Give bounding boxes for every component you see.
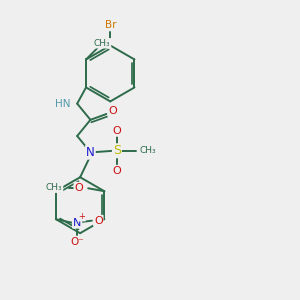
Text: O: O xyxy=(112,166,121,176)
Text: S: S xyxy=(113,144,121,157)
Text: CH₃: CH₃ xyxy=(94,39,110,48)
Text: O: O xyxy=(74,183,83,193)
Text: HN: HN xyxy=(55,99,71,109)
Text: O: O xyxy=(112,126,121,136)
Text: Br: Br xyxy=(104,20,116,31)
Text: CH₃: CH₃ xyxy=(46,183,63,192)
Text: O: O xyxy=(108,106,117,116)
Text: O⁻: O⁻ xyxy=(70,237,84,247)
Text: N: N xyxy=(86,146,95,159)
Text: +: + xyxy=(78,212,85,221)
Text: N: N xyxy=(73,218,81,228)
Text: CH₃: CH₃ xyxy=(140,146,156,155)
Text: O: O xyxy=(94,216,103,226)
